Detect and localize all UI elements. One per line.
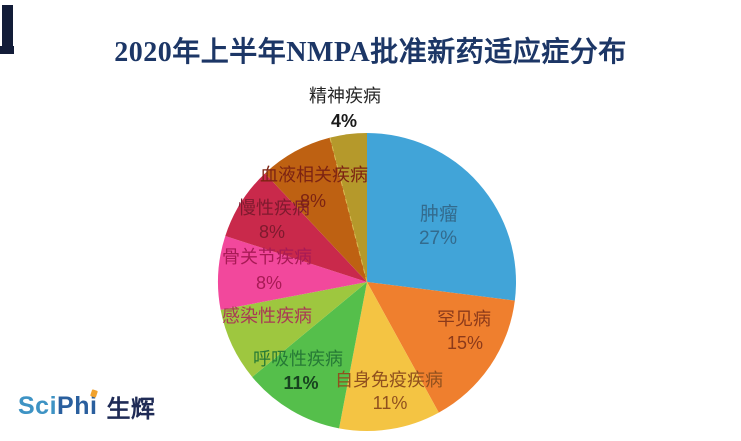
slice-label-8: 血液相关疾病 — [260, 165, 368, 185]
slice-pct-label-1: 27% — [419, 228, 457, 249]
page-title: 2020年上半年NMPA批准新药适应症分布 — [114, 37, 627, 68]
slice-label-7: 慢性疾病 — [238, 198, 310, 218]
pie-slice-2 — [367, 282, 515, 413]
pie-slice-1 — [367, 133, 517, 301]
slice-pct-label-7: 8% — [259, 222, 285, 242]
slice-pct-label-9: 4% — [331, 111, 357, 131]
slice-label-2: 罕见病 — [437, 309, 491, 329]
slice-pct-label-4: 11% — [283, 373, 318, 393]
slice-label-4: 呼吸性疾病 — [253, 349, 343, 369]
pie-slice-3 — [339, 282, 439, 431]
slice-pct-label-6: 8% — [256, 273, 282, 293]
slide-accent-bar-notch — [0, 46, 14, 54]
slice-label-9: 精神疾病 — [309, 86, 381, 106]
pie-slice-5 — [220, 282, 367, 377]
slice-label-1: 肿瘤 — [420, 203, 458, 225]
slice-pct-label-3: 11% — [373, 393, 408, 413]
pie-slice-6 — [217, 235, 367, 310]
slice-pct-label-2: 15% — [447, 333, 483, 353]
slice-label-6: 骨关节疾病 — [222, 247, 312, 267]
pie-slice-8 — [265, 137, 367, 282]
slice-boundary-dashed-line — [329, 137, 368, 283]
logo-latin-dark: Phi — [57, 388, 99, 421]
slice-pct-label-8: 8% — [300, 191, 326, 211]
pie-slice-7 — [225, 173, 367, 282]
slide-accent-bar — [2, 5, 13, 47]
slice-label-3: 自身免疫疾病 — [335, 370, 443, 390]
slice-label-5: 感染性疾病 — [222, 306, 312, 326]
pie-slice-4 — [252, 282, 367, 429]
logo-cjk-text: 生辉 — [106, 395, 156, 423]
sciphi-logo: Sci Phi 生辉 — [18, 388, 156, 423]
logo-latin-light: Sci — [18, 391, 58, 420]
